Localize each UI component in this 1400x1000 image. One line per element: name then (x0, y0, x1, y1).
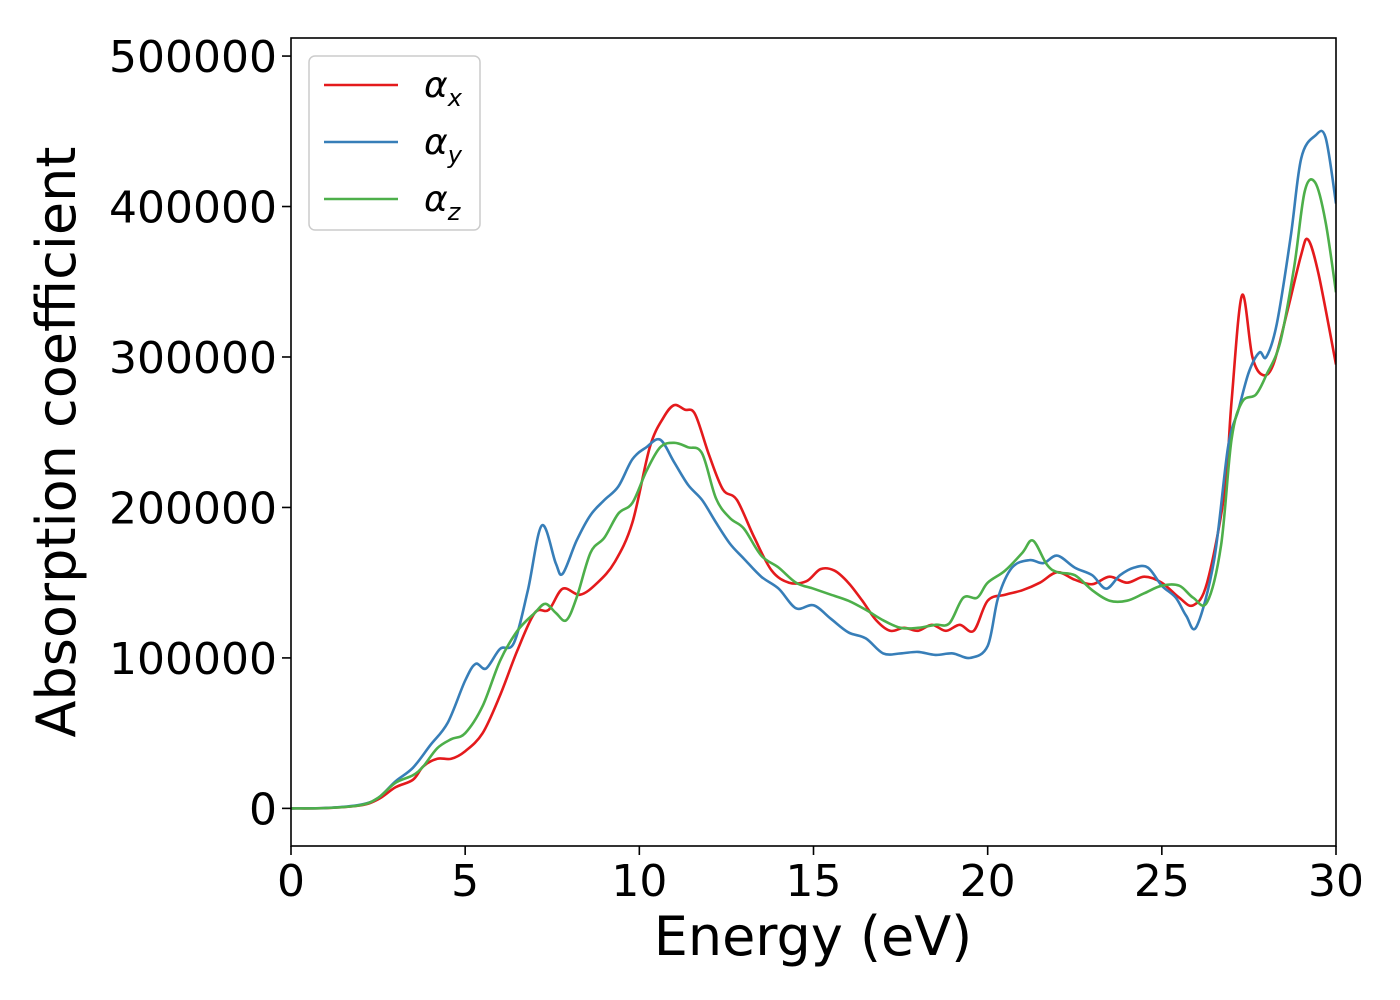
legend: αx αy αz (308, 55, 481, 231)
x-tick-label: 25 (1134, 856, 1190, 907)
y-tick-label: 200000 (109, 483, 277, 534)
x-axis-label: Energy (eV) (654, 905, 973, 968)
y-tick-label: 0 (249, 784, 277, 835)
y-tick-label: 100000 (109, 634, 277, 685)
y-tick-label: 300000 (109, 333, 277, 384)
x-tick-label: 15 (786, 856, 842, 907)
legend-label-y: αy (424, 122, 463, 169)
legend-label-x: αx (424, 65, 463, 112)
x-axis: 0 5 10 15 20 25 30 (277, 846, 1364, 907)
x-tick-label: 5 (451, 856, 479, 907)
series-layer (291, 129, 1336, 810)
y-tick-label: 500000 (109, 32, 277, 83)
series-line-y (291, 129, 1336, 810)
x-tick-label: 10 (611, 856, 667, 907)
y-axis: 0 100000 200000 300000 400000 500000 (109, 32, 291, 835)
x-tick-label: 30 (1308, 856, 1364, 907)
x-tick-label: 0 (277, 856, 305, 907)
y-tick-label: 400000 (109, 183, 277, 234)
series-line-z (291, 178, 1336, 810)
y-axis-label: Absorption coefficient (25, 147, 88, 738)
legend-label-z: αz (424, 179, 462, 226)
x-tick-label: 20 (960, 856, 1016, 907)
